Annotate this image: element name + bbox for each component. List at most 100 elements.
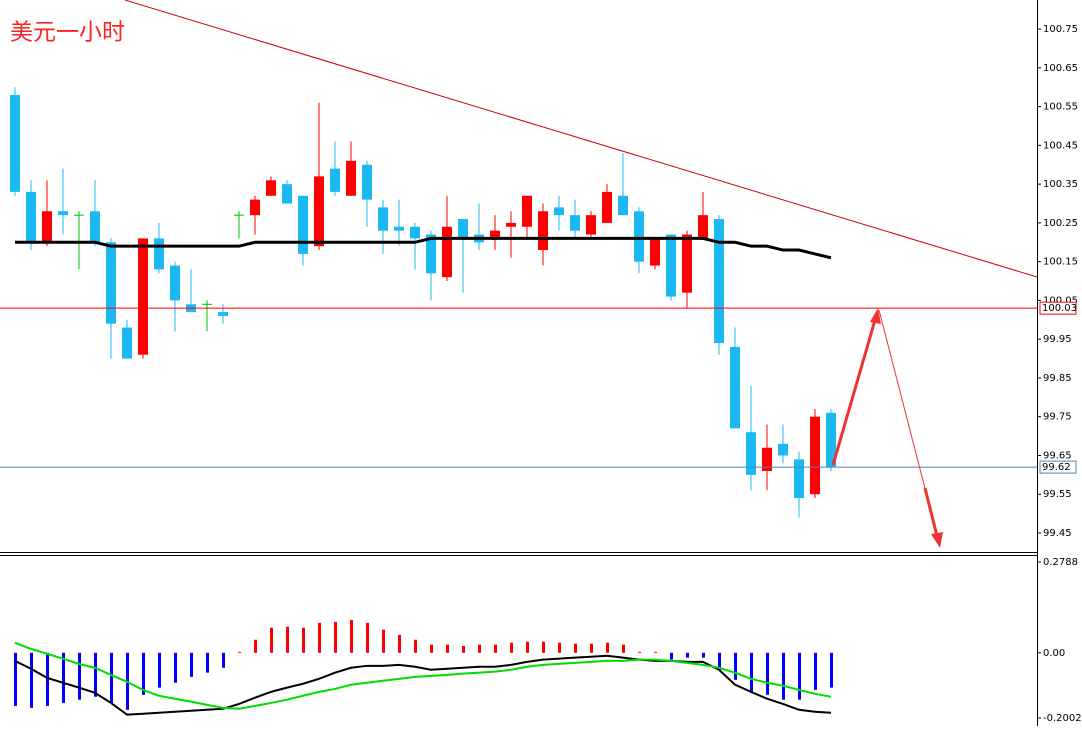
histogram-bar bbox=[142, 652, 145, 695]
indicator-line bbox=[14, 654, 832, 716]
candle-body bbox=[650, 238, 660, 266]
histogram-bar bbox=[718, 652, 721, 670]
candle-body bbox=[682, 234, 692, 293]
y-tick-label: 100.25 bbox=[1043, 218, 1078, 229]
histogram-bar bbox=[190, 652, 193, 677]
candle-body bbox=[794, 459, 804, 499]
histogram-bar bbox=[366, 622, 369, 653]
candle-body bbox=[154, 238, 164, 270]
candle-body bbox=[714, 219, 724, 344]
candle-body bbox=[698, 215, 708, 239]
histogram-bar bbox=[526, 641, 529, 653]
y-tick-label: 99.85 bbox=[1043, 373, 1072, 384]
y-tick-label: 99.95 bbox=[1043, 334, 1072, 345]
y-tick-label: 100.35 bbox=[1043, 179, 1078, 190]
annotations bbox=[831, 308, 943, 548]
histogram-bar bbox=[334, 621, 337, 653]
y-tick-label: -0.2002 bbox=[1043, 713, 1082, 724]
histogram-bar bbox=[350, 619, 353, 653]
arrow-down bbox=[923, 487, 939, 537]
candle-body bbox=[282, 184, 292, 204]
y-tick-label: 99.45 bbox=[1043, 528, 1072, 539]
histogram-bar bbox=[94, 652, 97, 697]
candle-body bbox=[58, 211, 68, 216]
histogram-bar bbox=[622, 644, 625, 653]
histogram-bar bbox=[78, 652, 81, 700]
histogram-bar bbox=[286, 626, 289, 653]
histogram-bar bbox=[270, 627, 273, 653]
histogram-bar bbox=[574, 643, 577, 653]
y-tick-label: 0.00 bbox=[1043, 648, 1065, 659]
candle-body bbox=[586, 215, 596, 235]
price-label: 99.62 bbox=[1042, 462, 1071, 473]
candle-body bbox=[538, 211, 548, 251]
histogram-bar bbox=[302, 627, 305, 653]
histogram-bar bbox=[30, 652, 33, 708]
arrow-up bbox=[831, 319, 877, 466]
y-tick-label: 100.15 bbox=[1043, 257, 1078, 268]
y-tick-label: 100.05 bbox=[1043, 295, 1078, 306]
histogram-bar bbox=[46, 652, 49, 706]
y-tick-label: 100.55 bbox=[1043, 102, 1078, 113]
candle-body bbox=[490, 230, 500, 239]
y-tick-label: 99.55 bbox=[1043, 489, 1072, 500]
candle-body bbox=[42, 211, 52, 243]
price-label-box bbox=[1039, 460, 1077, 474]
candle-body bbox=[506, 222, 516, 227]
histogram-bar bbox=[238, 651, 241, 653]
candle-body bbox=[730, 346, 740, 429]
histogram-bar bbox=[494, 644, 497, 653]
candle-body bbox=[746, 432, 756, 475]
histogram-bar bbox=[318, 622, 321, 653]
histogram-bar bbox=[14, 652, 17, 706]
histogram-bar bbox=[654, 651, 657, 653]
candle-body bbox=[90, 211, 100, 243]
candle-body bbox=[218, 312, 228, 316]
histogram-bar bbox=[686, 652, 689, 658]
y-tick-label: 0.2788 bbox=[1043, 557, 1078, 568]
histogram-bar bbox=[542, 641, 545, 653]
histogram-bar bbox=[382, 629, 385, 653]
candle-body bbox=[554, 207, 564, 216]
moving-average bbox=[15, 236, 832, 260]
candle-body bbox=[634, 211, 644, 262]
histogram-bar bbox=[478, 644, 481, 653]
histogram-bar bbox=[782, 652, 785, 700]
candle-body bbox=[106, 242, 116, 324]
candle-body bbox=[570, 215, 580, 231]
histogram-bar bbox=[462, 645, 465, 653]
candle-body bbox=[266, 180, 276, 196]
histogram-bar bbox=[734, 652, 737, 680]
candle-body bbox=[602, 191, 612, 223]
candle-body bbox=[394, 226, 404, 231]
candle-body bbox=[426, 234, 436, 274]
candle-body bbox=[810, 416, 820, 495]
candle-body bbox=[442, 226, 452, 278]
chart-title: 美元一小时 bbox=[10, 20, 125, 46]
indicator-line bbox=[14, 641, 832, 710]
candle-body bbox=[138, 238, 148, 355]
candle-body bbox=[10, 94, 20, 192]
histogram-bar bbox=[398, 634, 401, 653]
candle-body bbox=[762, 447, 772, 471]
histogram-bar bbox=[446, 644, 449, 653]
arrowhead bbox=[931, 532, 943, 548]
candle-body bbox=[298, 195, 308, 254]
histogram-bar bbox=[158, 652, 161, 688]
candle-body bbox=[826, 412, 836, 468]
y-tick-label: 100.75 bbox=[1043, 24, 1078, 35]
histogram-bar bbox=[590, 643, 593, 653]
histogram-bar bbox=[510, 642, 513, 653]
histogram-bar bbox=[814, 652, 817, 690]
candle-body bbox=[346, 160, 356, 196]
candle-body bbox=[250, 199, 260, 216]
y-tick-label: 99.65 bbox=[1043, 450, 1072, 461]
arrowhead bbox=[870, 308, 881, 324]
candle-body bbox=[778, 443, 788, 456]
candle-body bbox=[330, 168, 340, 192]
histogram-bar bbox=[606, 642, 609, 653]
price-label: 100.03 bbox=[1042, 303, 1077, 314]
candle-body bbox=[170, 265, 180, 301]
